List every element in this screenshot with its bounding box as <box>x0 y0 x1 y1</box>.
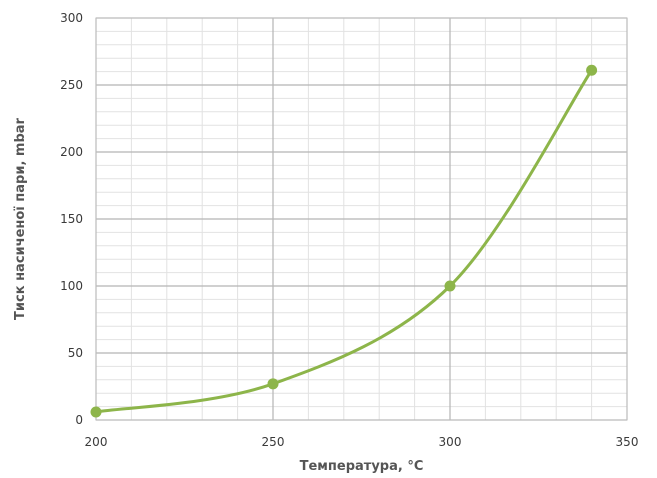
x-tick-label: 250 <box>262 435 285 449</box>
y-tick-label: 0 <box>75 413 83 427</box>
data-point <box>267 378 279 390</box>
x-tick-label: 300 <box>439 435 462 449</box>
y-tick-label: 150 <box>60 212 83 226</box>
data-point <box>586 64 598 76</box>
y-axis-ticks: 0 50 100 150 200 250 300 <box>60 11 83 427</box>
y-tick-label: 100 <box>60 279 83 293</box>
x-axis-ticks: 200 250 300 350 <box>85 435 639 449</box>
y-tick-label: 50 <box>68 346 83 360</box>
major-gridlines <box>95 17 628 421</box>
y-tick-label: 300 <box>60 11 83 25</box>
x-tick-label: 200 <box>85 435 108 449</box>
data-point <box>90 406 102 418</box>
series-points <box>90 64 598 418</box>
x-tick-label: 350 <box>616 435 639 449</box>
data-point <box>444 280 456 292</box>
x-axis-label: Температура, °C <box>300 459 424 474</box>
y-tick-label: 250 <box>60 78 83 92</box>
plot-frame <box>95 17 628 421</box>
y-tick-label: 200 <box>60 145 83 159</box>
y-axis-label: Тиск насиченої пари, mbar <box>13 117 28 319</box>
series-line <box>94 68 594 414</box>
